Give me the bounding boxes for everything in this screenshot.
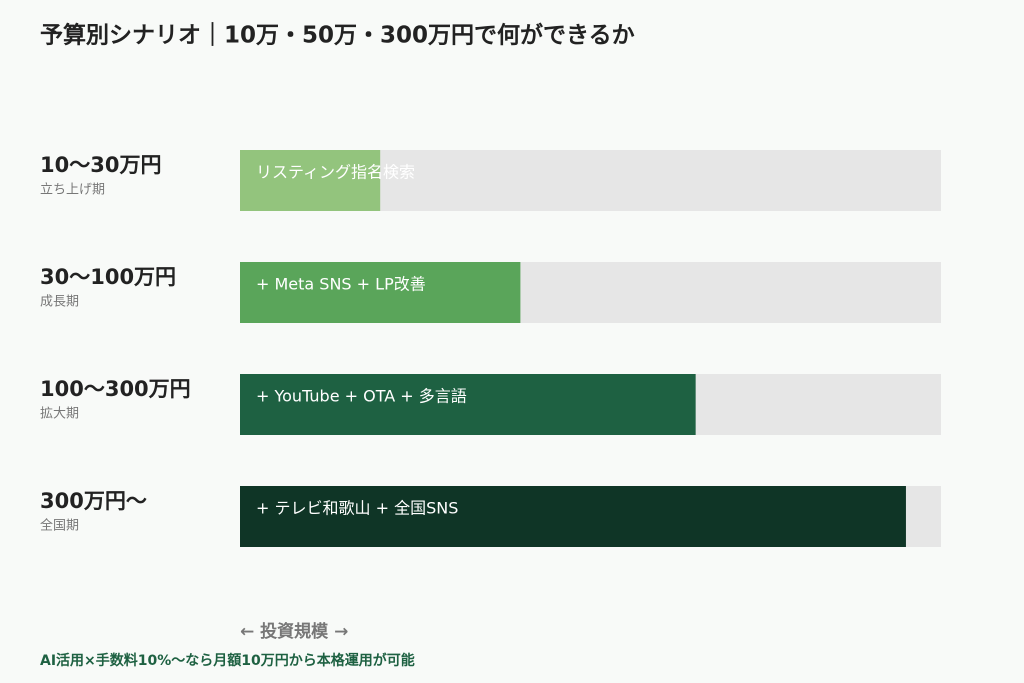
category-label: 30〜100万円 xyxy=(40,265,176,289)
category-sublabel: 立ち上げ期 xyxy=(40,183,105,198)
category-label: 300万円〜 xyxy=(40,489,147,513)
bar xyxy=(240,486,906,547)
x-axis-label: ← 投資規模 → xyxy=(240,621,348,642)
bar xyxy=(240,150,381,211)
chart-title: 予算別シナリオ｜10万・50万・300万円で何ができるか xyxy=(40,22,635,49)
category-sublabel: 拡大期 xyxy=(40,407,79,422)
note: AI活用×手数料10%〜なら月額10万円から本格運用が可能 xyxy=(40,652,415,669)
category-sublabel: 全国期 xyxy=(40,518,79,534)
category-sublabel: 成長期 xyxy=(40,295,79,310)
bar-label: リスティング指名検索 xyxy=(256,163,415,182)
bar-label: + テレビ和歌山 + 全国SNS xyxy=(256,499,458,518)
bar xyxy=(240,262,521,323)
category-label: 10〜30万円 xyxy=(40,153,161,177)
bar xyxy=(240,374,696,435)
bar-label: + Meta SNS + LP改善 xyxy=(256,275,426,294)
category-label: 100〜300万円 xyxy=(40,377,191,401)
bar-label: + YouTube + OTA + 多言語 xyxy=(256,387,467,406)
